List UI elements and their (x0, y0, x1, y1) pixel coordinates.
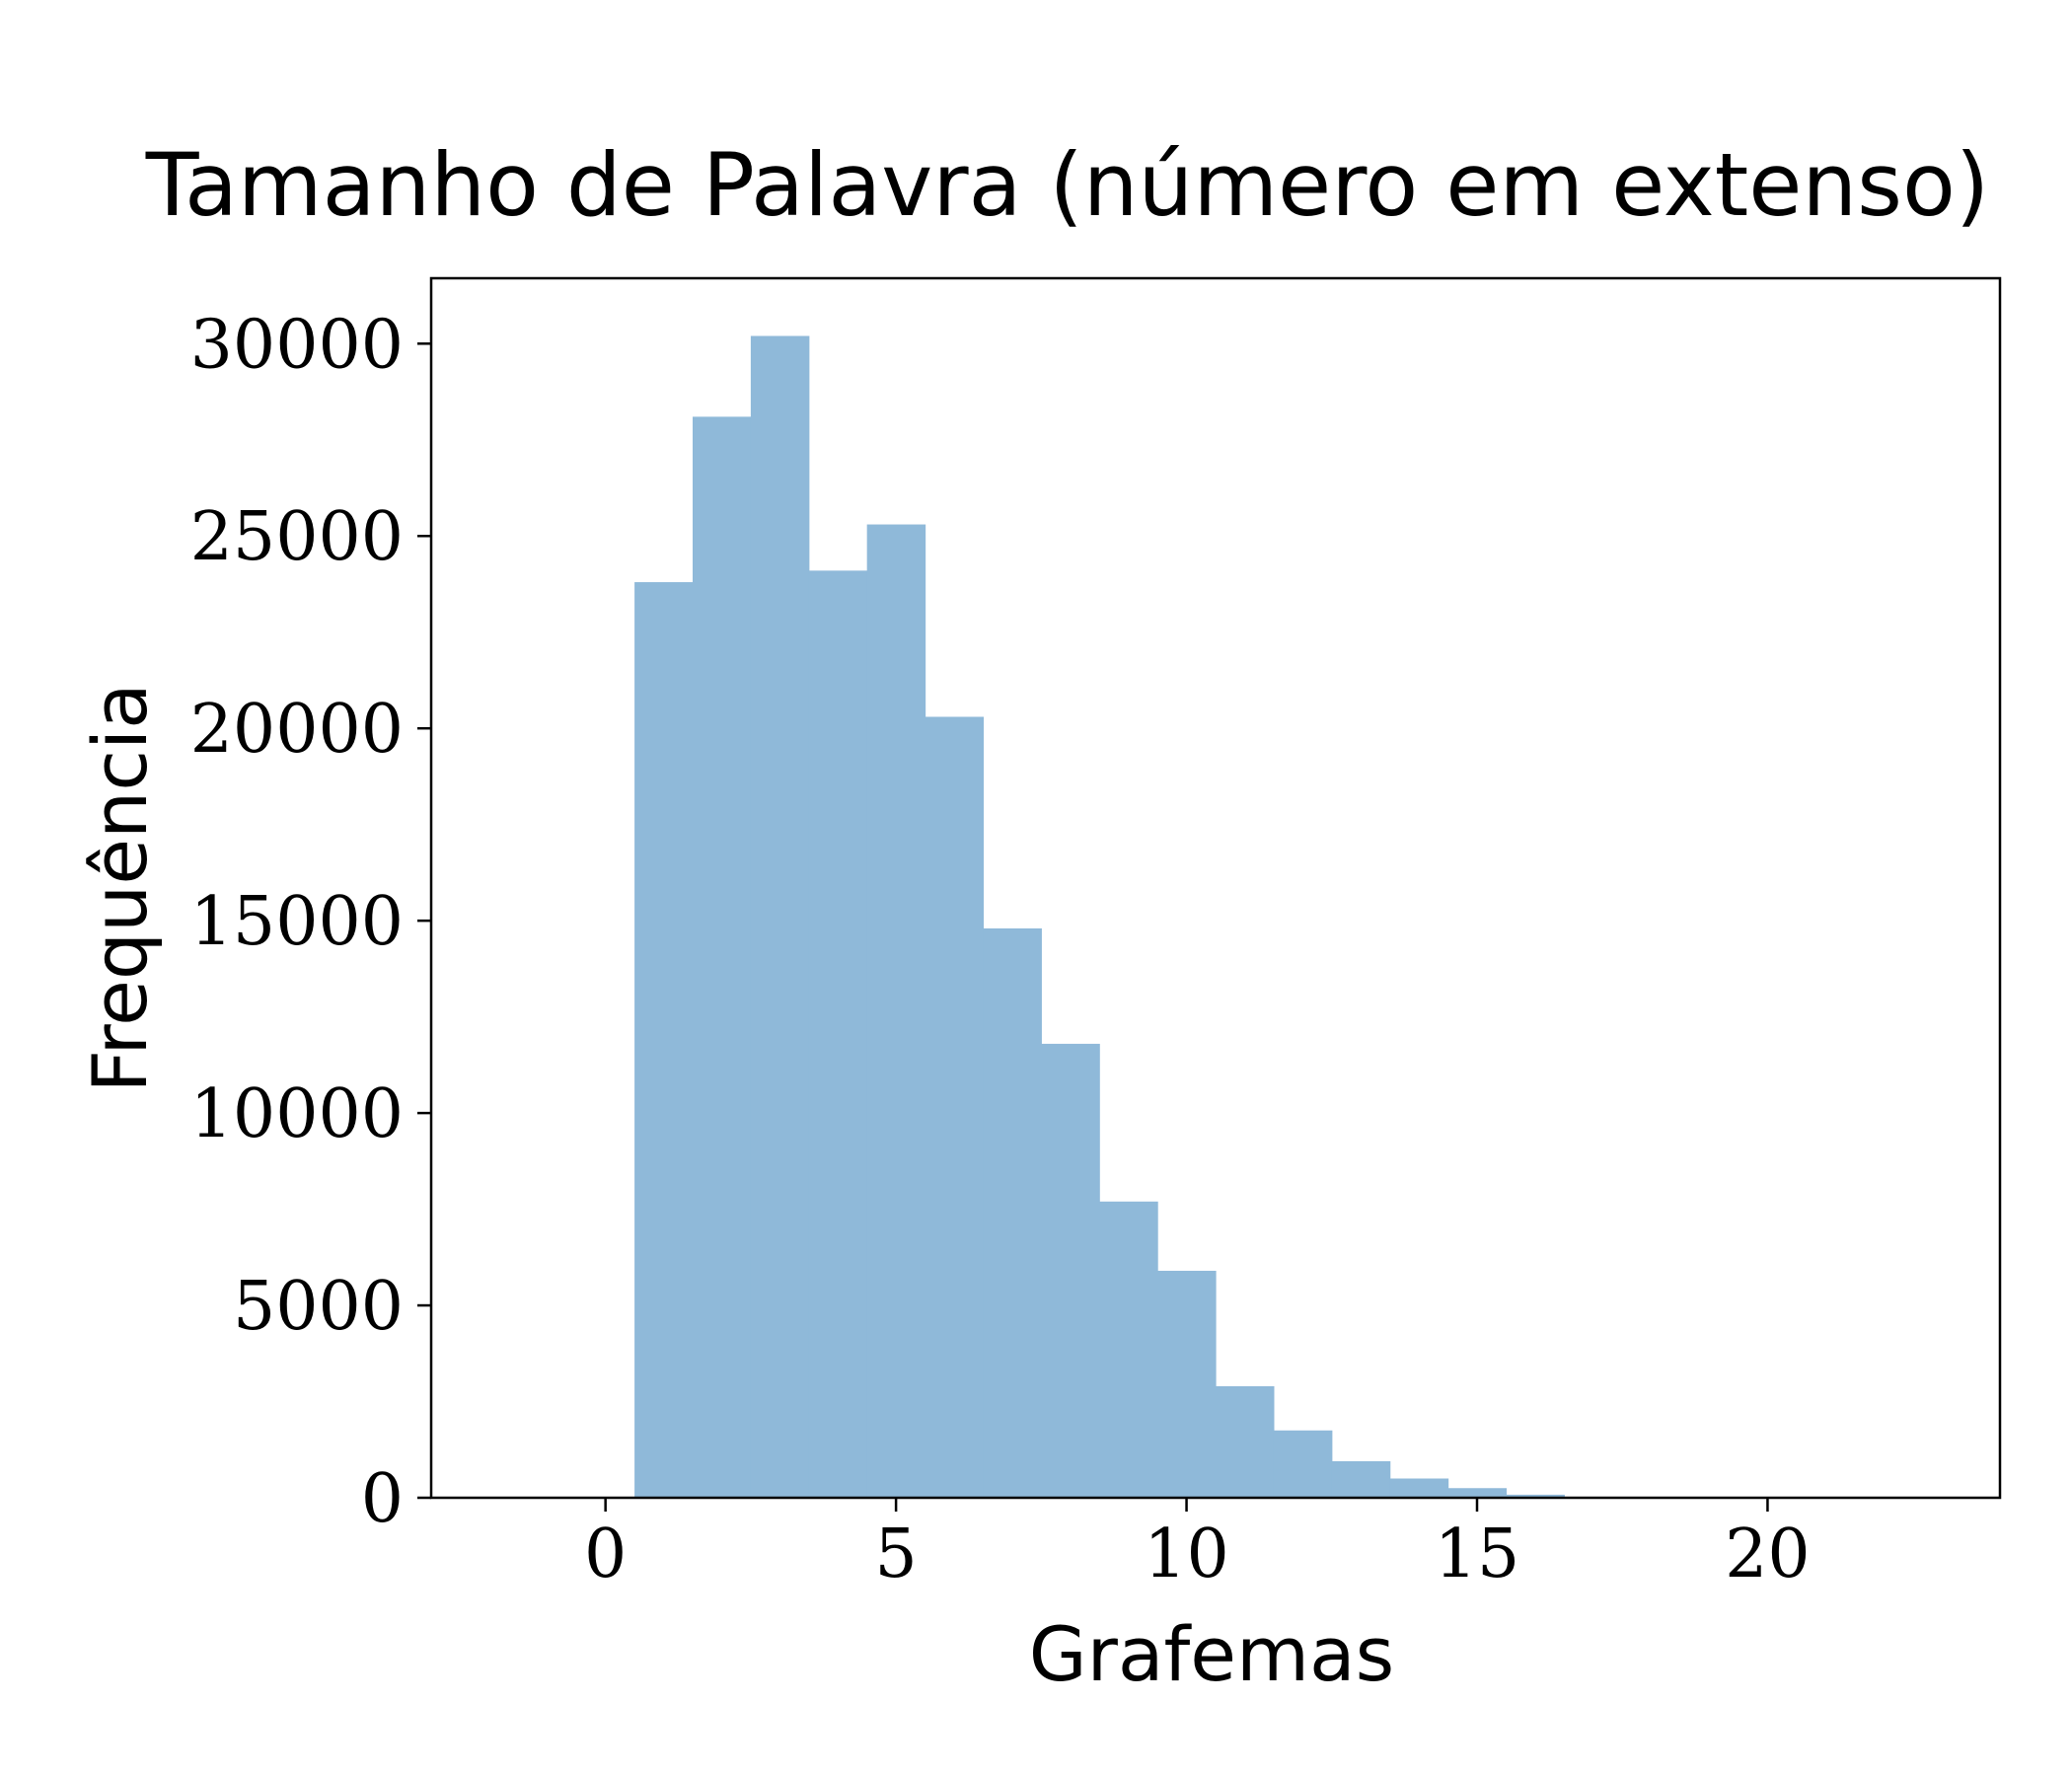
y-tick-label-15000: 15000 (190, 883, 404, 961)
y-tick-label-20000: 20000 (190, 691, 404, 769)
x-axis-label: Grafemas (1029, 1610, 1394, 1698)
histogram-bar-9 (1099, 1201, 1158, 1498)
histogram-bar-5 (866, 524, 926, 1498)
histogram-bar-3 (750, 335, 810, 1498)
chart-title: Tamanho de Palavra (número em extenso) (145, 134, 1989, 236)
x-tick-label-10: 10 (1144, 1516, 1229, 1593)
x-axis-ticks: 0 5 10 15 20 (584, 1498, 1811, 1593)
histogram-bar-7 (983, 927, 1042, 1498)
y-tick-label-25000: 25000 (190, 498, 404, 576)
y-tick-label-30000: 30000 (190, 306, 404, 384)
histogram-bar-2 (693, 416, 752, 1498)
x-tick-label-15: 15 (1435, 1516, 1520, 1593)
histogram-bar-6 (925, 716, 985, 1498)
y-axis-ticks: 0 5000 10000 15000 20000 25000 30000 (190, 306, 431, 1538)
histogram-bar-14 (1389, 1478, 1449, 1498)
histogram-bar-12 (1273, 1430, 1333, 1498)
histogram-bar-4 (808, 570, 868, 1498)
bars-group (634, 335, 1681, 1498)
x-tick-label-5: 5 (874, 1516, 917, 1593)
y-axis-label: Frequência (76, 683, 164, 1092)
histogram-bar-15 (1447, 1488, 1508, 1498)
x-tick-label-20: 20 (1725, 1516, 1811, 1593)
y-tick-label-5000: 5000 (233, 1268, 404, 1346)
histogram-bar-10 (1157, 1270, 1217, 1498)
histogram-bar-16 (1506, 1494, 1565, 1498)
histogram-bar-1 (634, 582, 694, 1498)
y-tick-label-10000: 10000 (190, 1075, 404, 1153)
plot-frame (429, 276, 2002, 1500)
y-tick-label-0: 0 (361, 1460, 404, 1538)
histogram-bar-13 (1331, 1460, 1391, 1498)
histogram-bar-8 (1041, 1043, 1100, 1498)
x-tick-label-0: 0 (584, 1516, 627, 1593)
histogram-bar-11 (1216, 1385, 1275, 1498)
